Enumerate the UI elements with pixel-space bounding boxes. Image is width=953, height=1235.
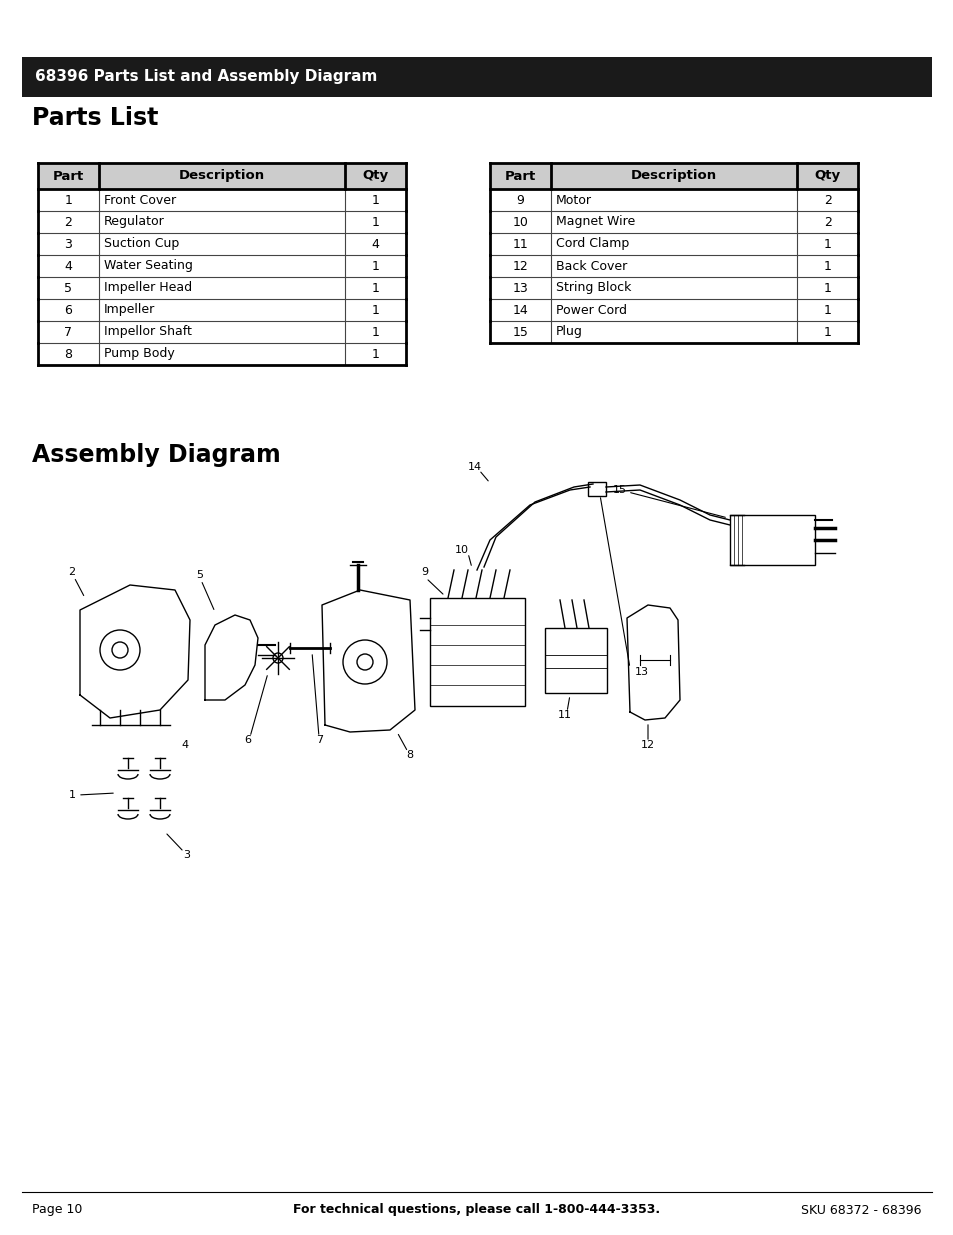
Bar <box>38 163 406 189</box>
Text: Parts List: Parts List <box>32 106 158 130</box>
Text: 3: 3 <box>65 237 72 251</box>
Text: 2: 2 <box>822 194 831 206</box>
Text: 1: 1 <box>69 790 75 800</box>
Text: Back Cover: Back Cover <box>556 259 626 273</box>
Text: 14: 14 <box>468 462 481 472</box>
Text: Plug: Plug <box>556 326 582 338</box>
Text: 10: 10 <box>455 545 469 555</box>
Text: 1: 1 <box>372 215 379 228</box>
Text: 9: 9 <box>421 567 428 577</box>
Text: For technical questions, please call 1-800-444-3353.: For technical questions, please call 1-8… <box>294 1203 659 1216</box>
Text: 9: 9 <box>516 194 524 206</box>
Text: Part: Part <box>504 169 536 183</box>
Text: 12: 12 <box>640 740 655 750</box>
Text: 11: 11 <box>512 237 528 251</box>
Text: 6: 6 <box>244 735 252 745</box>
Text: 1: 1 <box>372 326 379 338</box>
Text: Page 10: Page 10 <box>32 1203 82 1216</box>
Text: 1: 1 <box>822 326 831 338</box>
Text: Front Cover: Front Cover <box>104 194 175 206</box>
Text: 6: 6 <box>65 304 72 316</box>
Text: 2: 2 <box>822 215 831 228</box>
Text: 10: 10 <box>512 215 528 228</box>
Text: Water Seating: Water Seating <box>104 259 193 273</box>
Text: 8: 8 <box>64 347 72 361</box>
Text: 1: 1 <box>372 194 379 206</box>
Text: 13: 13 <box>512 282 528 294</box>
Text: 1: 1 <box>372 347 379 361</box>
Text: Description: Description <box>630 169 717 183</box>
Text: 13: 13 <box>635 667 648 677</box>
Text: String Block: String Block <box>556 282 631 294</box>
Text: 2: 2 <box>69 567 75 577</box>
Bar <box>544 629 606 693</box>
Text: 1: 1 <box>822 237 831 251</box>
Text: 1: 1 <box>65 194 72 206</box>
Text: Impellor Shaft: Impellor Shaft <box>104 326 192 338</box>
Text: 7: 7 <box>316 735 323 745</box>
Text: 68396 Parts List and Assembly Diagram: 68396 Parts List and Assembly Diagram <box>35 69 377 84</box>
Bar <box>490 163 857 189</box>
Text: Part: Part <box>52 169 84 183</box>
Text: Impeller: Impeller <box>104 304 154 316</box>
Bar <box>587 482 605 496</box>
Text: 3: 3 <box>183 850 191 860</box>
Text: 8: 8 <box>406 750 414 760</box>
Text: 14: 14 <box>512 304 528 316</box>
Text: Magnet Wire: Magnet Wire <box>556 215 635 228</box>
Bar <box>430 598 524 706</box>
Text: 1: 1 <box>822 304 831 316</box>
Text: 4: 4 <box>181 740 189 750</box>
Text: 15: 15 <box>613 485 626 495</box>
Bar <box>22 57 931 98</box>
Text: 5: 5 <box>196 571 203 580</box>
Text: 1: 1 <box>822 282 831 294</box>
Text: Cord Clamp: Cord Clamp <box>556 237 628 251</box>
Text: 5: 5 <box>64 282 72 294</box>
Text: Regulator: Regulator <box>104 215 164 228</box>
Text: Qty: Qty <box>814 169 840 183</box>
Text: 7: 7 <box>64 326 72 338</box>
Text: 15: 15 <box>512 326 528 338</box>
Text: 1: 1 <box>822 259 831 273</box>
Text: SKU 68372 - 68396: SKU 68372 - 68396 <box>801 1203 921 1216</box>
Text: 2: 2 <box>65 215 72 228</box>
Text: Pump Body: Pump Body <box>104 347 174 361</box>
Text: Motor: Motor <box>556 194 591 206</box>
Text: Suction Cup: Suction Cup <box>104 237 179 251</box>
Text: 11: 11 <box>558 710 572 720</box>
Text: Impeller Head: Impeller Head <box>104 282 192 294</box>
Text: Assembly Diagram: Assembly Diagram <box>32 443 280 467</box>
Text: 4: 4 <box>65 259 72 273</box>
Text: 1: 1 <box>372 259 379 273</box>
Bar <box>729 515 814 564</box>
Text: 4: 4 <box>372 237 379 251</box>
Text: Qty: Qty <box>362 169 388 183</box>
Text: Description: Description <box>179 169 265 183</box>
Text: Power Cord: Power Cord <box>556 304 626 316</box>
Text: 1: 1 <box>372 282 379 294</box>
Text: 12: 12 <box>512 259 528 273</box>
Text: 1: 1 <box>372 304 379 316</box>
